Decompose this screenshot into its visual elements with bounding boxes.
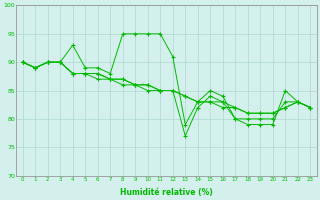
X-axis label: Humidité relative (%): Humidité relative (%) — [120, 188, 213, 197]
